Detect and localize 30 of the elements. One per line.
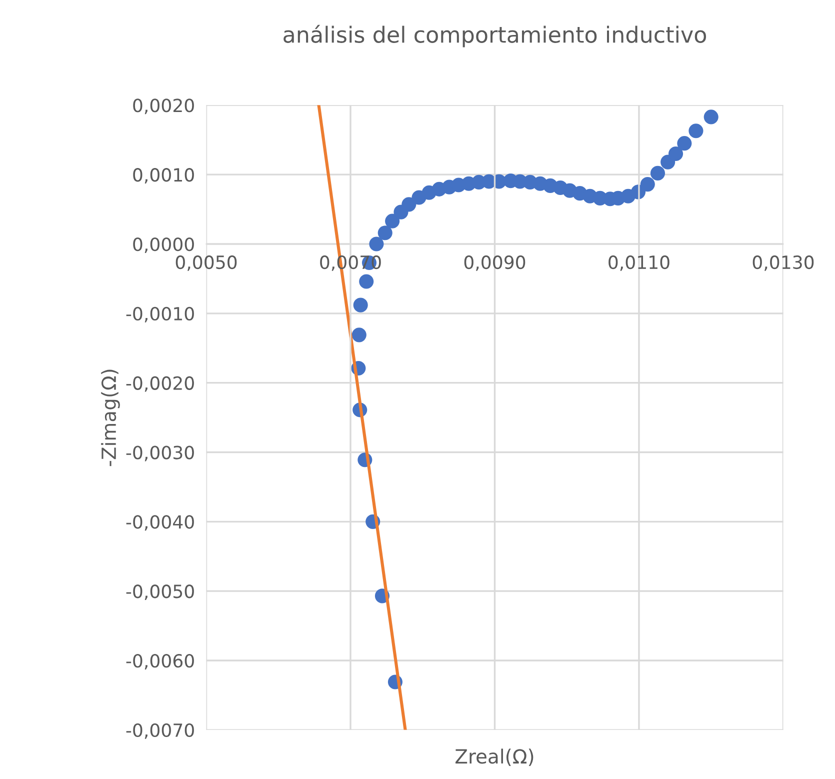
x-axis-title: Zreal(Ω) [456,748,534,766]
point [677,136,692,151]
point [359,274,374,289]
y-tick-label: 0,0010 [133,168,194,184]
point [352,328,366,342]
y-axis-title: -Zimag(Ω) [101,370,120,466]
y-tick-label: -0,0010 [126,306,194,322]
y-tick-label: 0,0000 [133,237,194,253]
y-tick-label: -0,0060 [126,654,194,670]
point [353,298,368,312]
x-tick-label: 0,0090 [464,255,526,271]
point [402,197,416,212]
y-tick-label: -0,0070 [126,723,194,739]
x-tick-label: 0,0050 [176,255,237,271]
point [650,166,666,180]
y-tick-label: -0,0030 [126,446,194,462]
point [640,177,655,192]
point [668,146,684,162]
point [704,110,718,124]
point [369,236,384,252]
y-tick-label: -0,0020 [126,376,194,392]
x-tick-label: 0,0110 [608,255,670,271]
point [385,214,400,228]
point [378,226,392,240]
x-tick-label: 0,0130 [752,255,814,271]
point [688,124,704,138]
y-tick-label: -0,0040 [126,515,194,531]
y-tick-label: -0,0050 [126,584,194,600]
chart-title: análisis del comportamiento inductivo [284,24,706,48]
y-tick-label: 0,0020 [133,98,194,114]
